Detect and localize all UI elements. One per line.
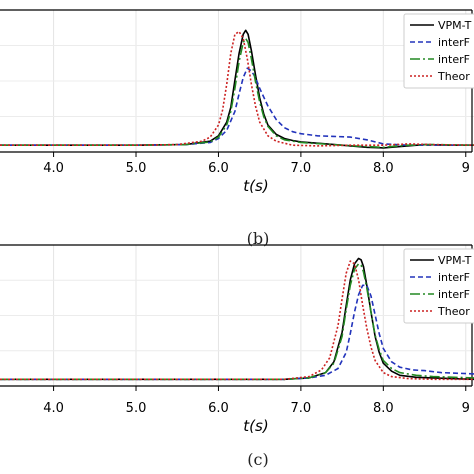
series-group-1 [0, 257, 474, 381]
x-tick-label-0: 4.0 [43, 401, 64, 416]
series-group-0 [0, 29, 474, 149]
series-line-1 [0, 67, 474, 146]
legend-box [403, 13, 474, 89]
x-axis-label: t(s) [243, 417, 268, 435]
figure-caption-0: (b) [247, 229, 270, 248]
legend-label-2: interF [438, 53, 470, 66]
x-tick-label-2: 6.0 [208, 161, 229, 176]
series-line-0 [0, 257, 474, 381]
x-tick-label-1: 5.0 [126, 161, 147, 176]
legend-label-3: Theor [437, 70, 470, 83]
chart-panel-1: 4.0 5.0 6.0 7.0 8.0 9 t(s) VPM-T interF interF The… [0, 244, 474, 469]
legend-label-1: interF [438, 36, 470, 49]
legend-label-0: VPM-T [438, 19, 472, 32]
chart-panel-0: 4.0 5.0 6.0 7.0 8.0 9 t(s) VPM-T interF interF The… [0, 9, 474, 248]
x-axis-label: t(s) [243, 177, 268, 195]
x-tick-label-3: 7.0 [291, 401, 312, 416]
series-line-2 [0, 263, 474, 381]
series-line-0 [0, 29, 474, 149]
series-line-3 [0, 260, 474, 381]
x-tick-label-5: 9 [462, 401, 470, 416]
legend-0: VPM-T interF interF Theor [403, 13, 474, 89]
x-tick-label-5: 9 [462, 161, 470, 176]
x-tick-label-4: 8.0 [373, 401, 394, 416]
figure-caption-1: (c) [247, 450, 268, 469]
series-line-2 [0, 37, 474, 149]
legend-box [403, 248, 474, 324]
x-tick-label-4: 8.0 [373, 161, 394, 176]
legend-label-2: interF [438, 288, 470, 301]
legend-label-0: VPM-T [438, 254, 472, 267]
x-tick-label-1: 5.0 [126, 401, 147, 416]
series-line-1 [0, 284, 474, 381]
legend-label-3: Theor [437, 305, 470, 318]
x-tick-label-3: 7.0 [291, 161, 312, 176]
series-line-3 [0, 30, 474, 147]
x-tick-label-2: 6.0 [208, 401, 229, 416]
x-tick-label-0: 4.0 [43, 161, 64, 176]
legend-label-1: interF [438, 271, 470, 284]
legend-1: VPM-T interF interF Theor [403, 248, 474, 324]
